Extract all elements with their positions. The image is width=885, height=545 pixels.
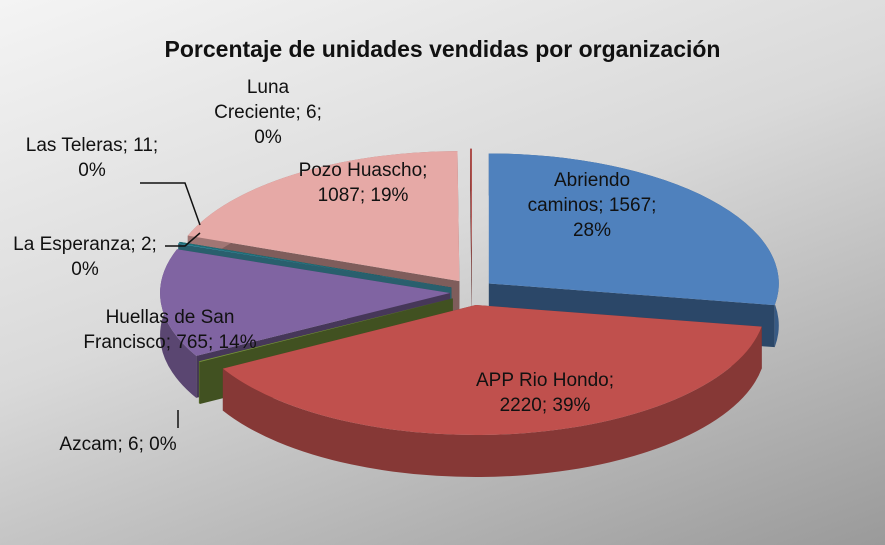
data-label: APP Rio Hondo; 2220; 39%: [475, 370, 614, 416]
data-label: Abriendo caminos; 1567; 28%: [527, 170, 657, 241]
slice-wall: [222, 326, 762, 478]
slice-top: [160, 249, 451, 356]
chart-title: Porcentaje de unidades vendidas por orga…: [164, 36, 721, 62]
slice-top: [222, 305, 762, 436]
data-label: La Esperanza; 2; 0%: [13, 234, 157, 280]
slice-top: [178, 241, 452, 288]
data-label: Las Teleras; 11; 0%: [25, 135, 159, 181]
slice-top: [198, 298, 453, 363]
slice: [469, 148, 472, 321]
data-label: Luna Creciente; 6; 0%: [214, 77, 322, 148]
slice-top: [178, 243, 452, 288]
leader-line: [140, 182, 201, 226]
data-label: Azcam; 6; 0%: [59, 434, 177, 455]
slice-top: [187, 151, 460, 282]
pie: [160, 148, 779, 478]
slice-top: [488, 153, 779, 306]
data-label: Pozo Huascho; 1087; 19%: [298, 160, 428, 206]
slice: [222, 305, 762, 478]
slice-wall: [198, 361, 200, 405]
leader-line: [165, 232, 201, 247]
slice-top: [469, 148, 472, 279]
slice-side: [469, 148, 472, 321]
data-label: Huellas de San Francisco; 765; 14%: [83, 307, 257, 353]
